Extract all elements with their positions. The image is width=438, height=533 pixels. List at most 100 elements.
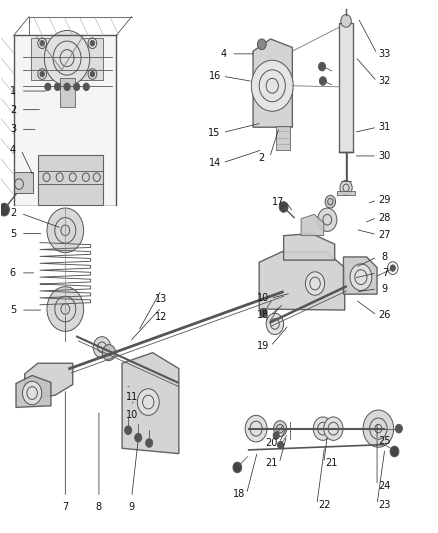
Text: 10: 10 <box>126 410 138 421</box>
Circle shape <box>135 433 142 442</box>
Circle shape <box>83 83 89 91</box>
Text: 32: 32 <box>379 77 391 86</box>
Circle shape <box>305 272 325 295</box>
Circle shape <box>267 317 274 325</box>
Circle shape <box>125 426 132 434</box>
Circle shape <box>274 421 287 437</box>
Text: 15: 15 <box>208 127 221 138</box>
Circle shape <box>44 30 90 86</box>
Circle shape <box>93 337 111 358</box>
Text: 19: 19 <box>257 341 269 351</box>
Circle shape <box>341 14 351 27</box>
Text: 10: 10 <box>257 293 269 303</box>
Circle shape <box>273 432 279 439</box>
Text: 14: 14 <box>208 158 221 168</box>
Polygon shape <box>25 364 73 400</box>
Text: 5: 5 <box>10 229 16 239</box>
Circle shape <box>47 208 84 253</box>
Text: 12: 12 <box>155 312 168 322</box>
Circle shape <box>278 441 284 449</box>
Text: 3: 3 <box>10 124 16 134</box>
Circle shape <box>319 77 326 85</box>
Polygon shape <box>276 126 290 150</box>
Text: 33: 33 <box>379 49 391 59</box>
Circle shape <box>138 389 159 415</box>
Circle shape <box>64 83 70 91</box>
Polygon shape <box>339 23 353 152</box>
Text: 16: 16 <box>208 71 221 81</box>
Text: 2: 2 <box>10 104 16 115</box>
Circle shape <box>90 41 95 46</box>
Circle shape <box>40 71 44 77</box>
Circle shape <box>390 265 396 271</box>
Text: 21: 21 <box>265 458 278 468</box>
Polygon shape <box>337 191 355 195</box>
Circle shape <box>340 180 352 195</box>
Circle shape <box>279 201 288 212</box>
Circle shape <box>318 62 325 71</box>
Circle shape <box>363 410 394 447</box>
Text: 4: 4 <box>220 49 226 59</box>
Text: 11: 11 <box>126 392 138 402</box>
Circle shape <box>260 309 267 317</box>
Text: 6: 6 <box>10 268 16 278</box>
Circle shape <box>258 39 266 50</box>
Text: 29: 29 <box>379 195 391 205</box>
Text: 25: 25 <box>379 436 391 446</box>
Text: 7: 7 <box>382 268 388 278</box>
Text: 23: 23 <box>379 499 391 510</box>
Text: 1: 1 <box>10 86 16 96</box>
Circle shape <box>396 424 403 433</box>
Circle shape <box>90 71 95 77</box>
Text: 26: 26 <box>379 310 391 320</box>
Circle shape <box>266 313 284 335</box>
Text: 4: 4 <box>10 144 16 155</box>
Text: 30: 30 <box>379 151 391 161</box>
Text: 7: 7 <box>62 502 68 512</box>
Polygon shape <box>31 38 103 80</box>
Circle shape <box>350 264 372 290</box>
Polygon shape <box>343 257 377 294</box>
Circle shape <box>40 41 44 46</box>
Polygon shape <box>38 155 103 205</box>
Text: 8: 8 <box>382 252 388 262</box>
Text: 27: 27 <box>379 230 391 240</box>
Text: 9: 9 <box>382 284 388 294</box>
Circle shape <box>146 439 152 447</box>
Text: 8: 8 <box>96 502 102 512</box>
Polygon shape <box>301 214 324 236</box>
Text: 17: 17 <box>272 197 284 207</box>
Text: 18: 18 <box>233 489 245 499</box>
Text: 21: 21 <box>325 458 338 468</box>
Text: 2: 2 <box>259 152 265 163</box>
Polygon shape <box>122 353 179 454</box>
Polygon shape <box>16 375 51 407</box>
Circle shape <box>74 83 80 91</box>
Text: 18: 18 <box>257 310 269 320</box>
Circle shape <box>102 345 116 361</box>
Text: 24: 24 <box>379 481 391 490</box>
Circle shape <box>245 415 267 442</box>
Polygon shape <box>14 172 33 193</box>
Circle shape <box>233 462 242 473</box>
Circle shape <box>45 83 51 91</box>
Polygon shape <box>253 39 292 127</box>
Text: 20: 20 <box>265 438 278 448</box>
Circle shape <box>313 417 332 440</box>
Polygon shape <box>259 252 345 310</box>
Circle shape <box>390 446 399 457</box>
Text: 13: 13 <box>155 294 167 304</box>
Text: 28: 28 <box>379 213 391 223</box>
Circle shape <box>318 208 337 231</box>
Circle shape <box>251 60 293 111</box>
Text: 22: 22 <box>318 499 331 510</box>
Polygon shape <box>284 233 335 260</box>
Text: 9: 9 <box>129 502 135 512</box>
Text: 31: 31 <box>379 122 391 132</box>
Circle shape <box>324 417 343 440</box>
Circle shape <box>0 203 10 216</box>
Polygon shape <box>14 35 117 205</box>
Text: 2: 2 <box>10 208 16 219</box>
Circle shape <box>54 83 60 91</box>
Circle shape <box>47 287 84 332</box>
